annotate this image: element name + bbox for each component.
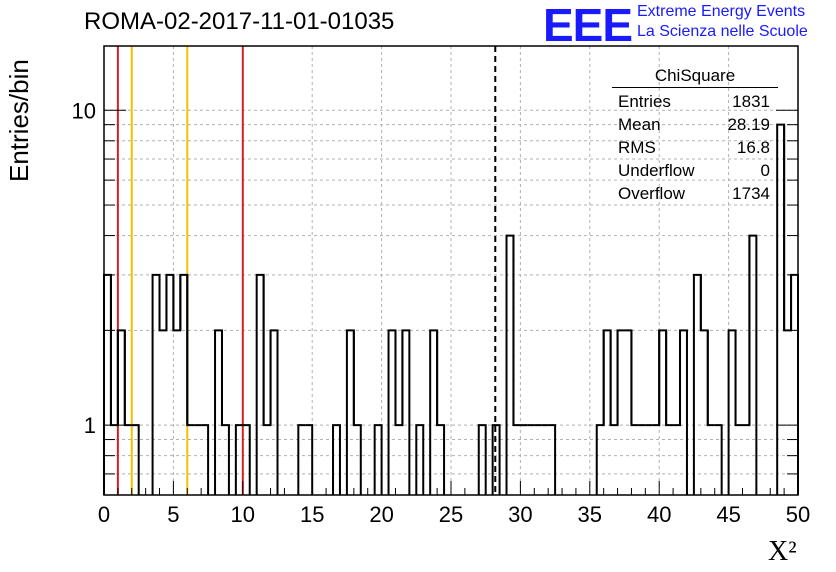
histogram-bin (512, 235, 521, 427)
logo-line-2: La Scienza nelle Scuole (637, 23, 808, 40)
histogram-bin (131, 424, 140, 495)
histogram-bin (609, 330, 619, 427)
y-axis-label: Entries/bin (4, 59, 34, 182)
histogram-bin (172, 274, 182, 332)
x-tick-label: 35 (578, 502, 602, 527)
histogram-bin (151, 273, 161, 495)
histogram-bin (673, 330, 682, 427)
histogram-bin (727, 329, 737, 495)
stats-label: Overflow (618, 184, 686, 203)
eee-logo: EEE (543, 0, 633, 51)
stats-label: Entries (618, 92, 671, 111)
histogram-bin (630, 330, 639, 427)
histogram-bin (269, 329, 279, 495)
histogram-bin (109, 274, 119, 427)
histogram-bin (665, 330, 674, 427)
chart-title: ROMA-02-2017-11-01-01035 (84, 8, 395, 35)
histogram-bin (214, 329, 223, 495)
logo-line-1: Extreme Energy Events (637, 3, 806, 20)
histogram-bin (201, 424, 210, 495)
histogram-bins (103, 123, 799, 495)
histogram-bin (714, 424, 723, 495)
x-tick-label: 10 (231, 502, 255, 527)
histogram-bin (415, 424, 425, 495)
histogram-bin (345, 329, 355, 495)
histogram-bin (158, 274, 168, 332)
histogram-bin (373, 424, 383, 495)
histogram-bin (652, 330, 661, 427)
histogram-bin (429, 329, 439, 495)
x-tick-label: 20 (369, 502, 393, 527)
histogram-bin (305, 424, 314, 495)
stats-value: 28.19 (727, 115, 770, 134)
stats-row-mean: Mean 28.19 (612, 113, 778, 136)
x-tick-label: 30 (508, 502, 532, 527)
histogram-bin (234, 424, 243, 495)
stats-row-rms: RMS 16.8 (612, 136, 778, 159)
x-tick-label: 45 (716, 502, 740, 527)
stats-value: 1734 (732, 184, 770, 203)
x-tick-label: 40 (647, 502, 671, 527)
histogram-bin (790, 273, 799, 495)
histogram-bin (103, 273, 112, 495)
tick-labels: 0 5 10 15 20 25 30 35 40 45 50 1 10 (72, 98, 811, 527)
histogram-bin (624, 329, 633, 426)
histogram-bin (491, 424, 501, 495)
stats-row-underflow: Underflow 0 (612, 159, 778, 182)
histogram-bin (616, 329, 625, 426)
histogram-bin (186, 274, 195, 427)
histogram-bin (783, 124, 793, 332)
histogram-bin (394, 330, 404, 427)
x-tick-label: 50 (786, 502, 810, 527)
stats-row-overflow: Overflow 1734 (612, 182, 778, 205)
x-tick-label: 5 (167, 502, 179, 527)
axis-ticks (103, 109, 799, 496)
histogram-bin (748, 234, 758, 495)
histogram-bin (332, 424, 341, 495)
histogram-bin (297, 424, 306, 495)
y-tick-label: 1 (84, 413, 96, 438)
histogram-bin (255, 273, 265, 495)
histogram-bin (123, 330, 132, 427)
histogram-bin (436, 330, 446, 495)
x-tick-label: 0 (98, 502, 110, 527)
stats-label: Mean (618, 115, 661, 134)
histogram-bin (477, 424, 487, 495)
histogram-bin (706, 330, 715, 427)
stats-box: ChiSquare Entries 1831 Mean 28.19 RMS 16… (612, 66, 778, 205)
stats-row-entries: Entries 1831 (612, 90, 778, 113)
x-tick-label: 25 (439, 502, 463, 527)
stats-title: ChiSquare (612, 66, 778, 88)
stats-label: RMS (618, 138, 656, 157)
histogram-bin (602, 329, 612, 426)
x-tick-label: 15 (300, 502, 324, 527)
histogram-bin (179, 273, 189, 426)
histogram-bin (679, 329, 688, 495)
histogram-bin (734, 330, 743, 427)
histogram-bin (352, 330, 362, 495)
histogram-bin (387, 329, 397, 495)
stats-value: 16.8 (736, 138, 770, 157)
histogram-bin (699, 274, 709, 426)
histogram-bin (595, 330, 605, 495)
histogram-bin (692, 273, 702, 495)
histogram-bin (658, 329, 668, 426)
histogram-bin (116, 329, 126, 426)
histogram-bin (220, 330, 230, 495)
y-tick-label: 10 (72, 98, 96, 123)
histogram-bin (401, 329, 411, 495)
x-axis-label: X² (768, 536, 797, 567)
stats-value: 0 (760, 161, 770, 180)
histogram-bin (165, 273, 175, 331)
stats-value: 1831 (732, 92, 770, 111)
histogram-bin (242, 424, 251, 495)
stats-label: Underflow (618, 161, 695, 180)
histogram-bin (262, 274, 272, 427)
marker-lines (116, 46, 497, 495)
histogram-bin (548, 424, 557, 495)
